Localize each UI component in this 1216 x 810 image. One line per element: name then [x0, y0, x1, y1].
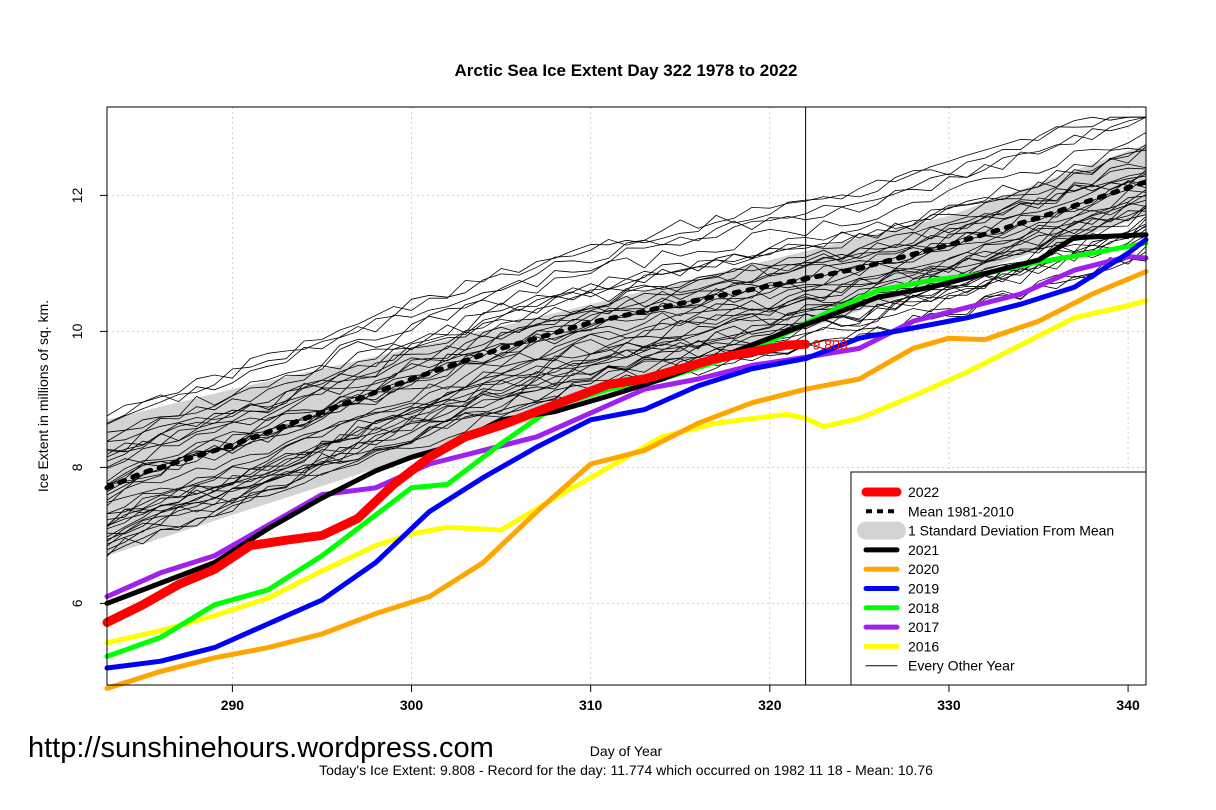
year-line: [106, 132, 1147, 433]
mean-line: [104, 179, 1149, 491]
year-line: [106, 116, 1146, 417]
year-line: [106, 218, 1147, 527]
series-line-2020: [104, 269, 1149, 691]
y-tick-label: 10: [69, 323, 85, 339]
year-line: [106, 235, 1147, 535]
legend-label: 2020: [908, 561, 939, 577]
chart-title: Arctic Sea Ice Extent Day 322 1978 to 20…: [454, 61, 797, 80]
year-line: [106, 189, 1147, 503]
x-tick-label: 320: [758, 697, 782, 713]
legend-label: 2017: [908, 619, 939, 635]
year-line: [106, 207, 1147, 527]
year-line: [106, 163, 1147, 486]
x-tick-label: 290: [221, 697, 245, 713]
y-axis: 6 8 10 12: [69, 187, 107, 607]
annotations: 9.808: [805, 107, 848, 685]
x-tick-label: 300: [400, 697, 424, 713]
year-line: [106, 147, 1147, 452]
legend-label: Mean 1981-2010: [908, 503, 1014, 519]
year-line: [106, 172, 1147, 486]
mean-1981-2010-line: [104, 179, 1149, 491]
series-line-2019: [104, 237, 1149, 671]
legend-box: [850, 471, 1147, 686]
year-line: [106, 116, 1147, 424]
year-line: [106, 167, 1147, 468]
legend-label: 2018: [908, 600, 939, 616]
year-line: [106, 169, 1147, 501]
year-line: [106, 181, 1147, 482]
legend-label: 2021: [908, 542, 939, 558]
year-line: [106, 149, 1147, 442]
legend-label: 2022: [908, 484, 939, 500]
year-line: [106, 199, 1147, 515]
year-line: [106, 180, 1147, 469]
year-line: [106, 202, 1147, 484]
current-value-label: 9.808: [813, 336, 848, 352]
every-other-year-lines: [106, 116, 1147, 557]
y-tick-label: 12: [69, 187, 85, 203]
year-line: [106, 175, 1147, 456]
series-line-2021: [104, 232, 1149, 606]
legend: 2022 Mean 1981-2010 1 Standard Deviation F…: [850, 471, 1147, 686]
footer-summary: Today's Ice Extent: 9.808 - Record for t…: [319, 762, 933, 778]
y-tick-label: 8: [69, 463, 85, 471]
series-lines: [102, 232, 1149, 691]
legend-label: 2019: [908, 581, 939, 597]
year-line: [106, 146, 1147, 453]
plot-frame: [106, 106, 1147, 686]
watermark-url: http://sunshinehours.wordpress.com: [28, 732, 494, 764]
legend-label: 2016: [908, 638, 939, 654]
year-line: [106, 224, 1147, 545]
year-line: [106, 226, 1147, 520]
y-tick-label: 6: [69, 599, 85, 607]
legend-label: 1 Standard Deviation From Mean: [908, 523, 1114, 539]
x-tick-label: 310: [579, 697, 603, 713]
year-line: [106, 116, 1147, 442]
x-tick-label: 330: [937, 697, 961, 713]
series-line-2022: [102, 339, 811, 627]
year-line: [106, 116, 1146, 425]
x-axis-label: Day of Year: [590, 743, 663, 759]
legend-label: Every Other Year: [908, 658, 1015, 674]
x-tick-label: 340: [1116, 697, 1140, 713]
x-axis: 290 300 310 320 330 340: [221, 685, 1140, 713]
series-line-2017: [104, 254, 1149, 600]
y-axis-label: Ice Extent in millions of sq. km.: [35, 300, 51, 492]
